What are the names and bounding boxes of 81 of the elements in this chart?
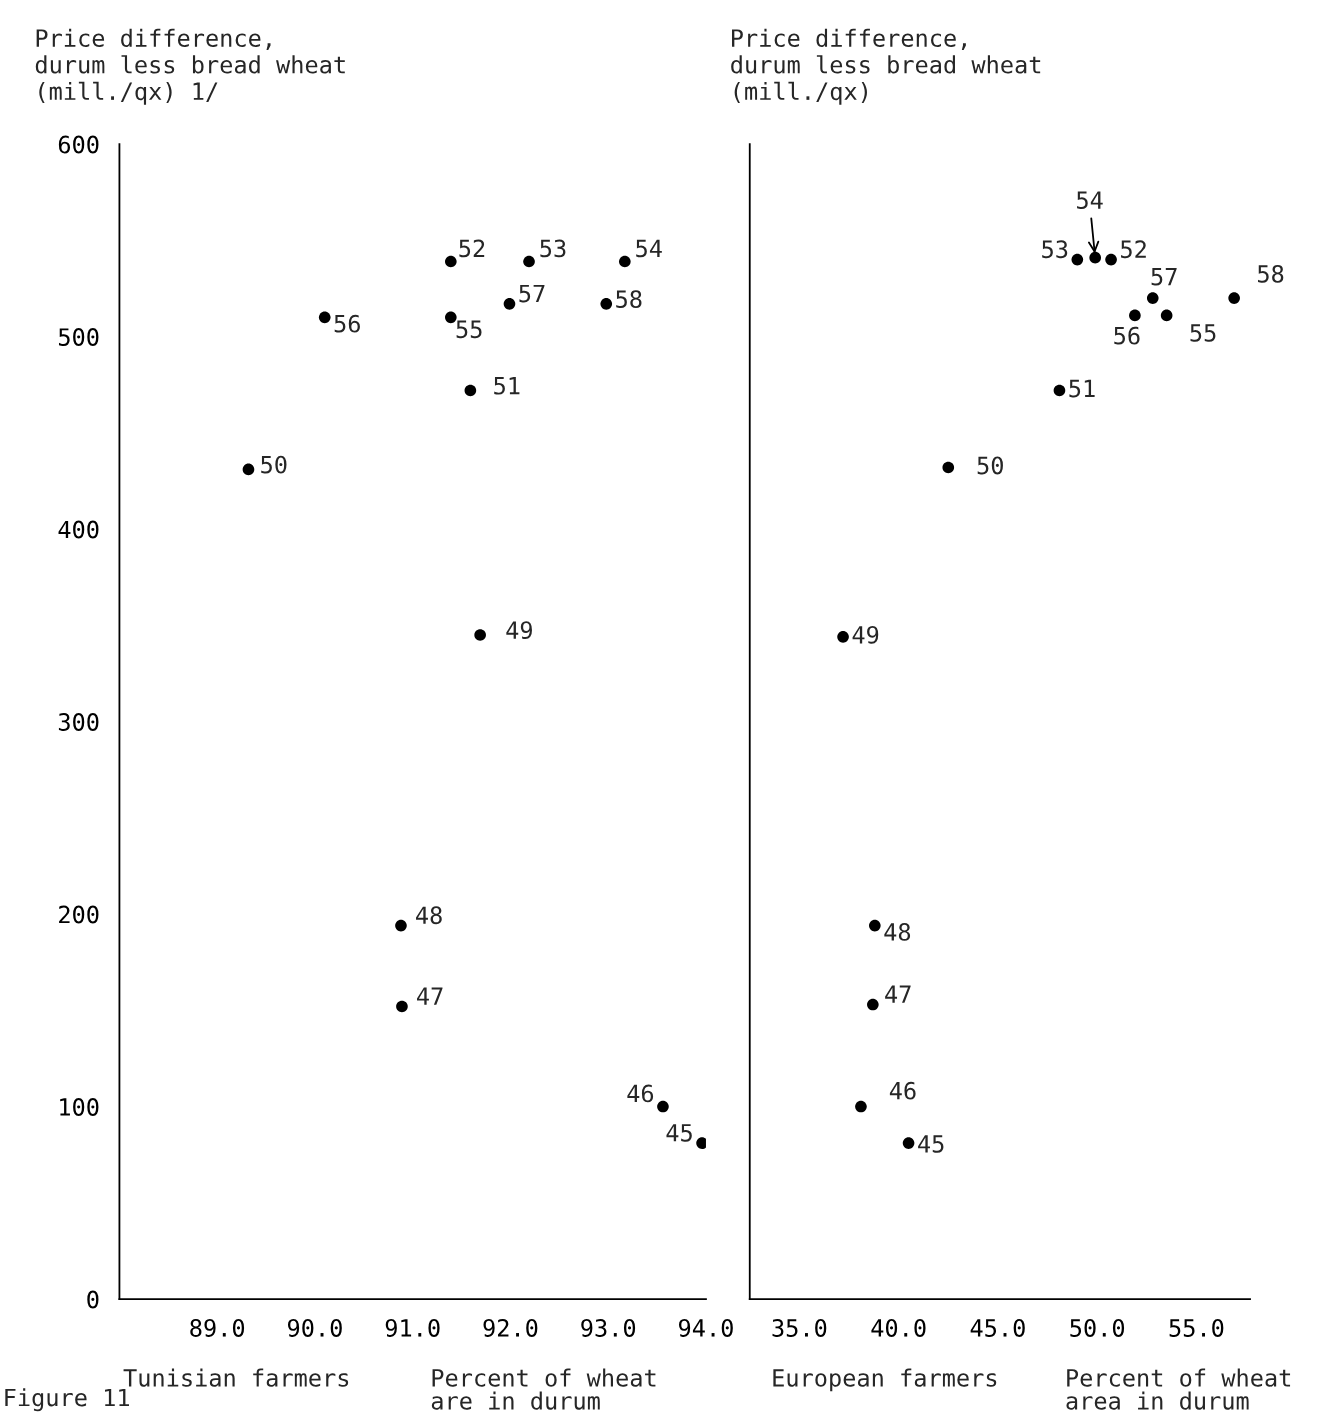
annotation: 51 <box>1069 379 1095 398</box>
point <box>942 461 955 474</box>
x-tick-label: 94.0 <box>679 1319 733 1337</box>
text: European farmers <box>773 1368 997 1392</box>
point <box>696 1137 706 1149</box>
annotation: 52 <box>459 239 485 258</box>
annotation: 46 <box>627 1084 654 1103</box>
point <box>867 998 879 1011</box>
x-tick-label: 45.0 <box>970 1319 1025 1337</box>
point <box>503 298 516 310</box>
annotation: 54 <box>636 239 662 258</box>
annotation: 53 <box>1042 240 1068 259</box>
x-tick-label: 35.0 <box>772 1319 827 1337</box>
point <box>318 311 331 324</box>
y-tick-label: 0 <box>87 1290 99 1309</box>
point <box>1146 292 1159 304</box>
x-tick-label: 40.0 <box>871 1319 926 1337</box>
point <box>619 255 631 268</box>
point <box>657 1100 669 1113</box>
annotation: 49 <box>852 625 879 644</box>
point <box>1105 253 1117 266</box>
y-tick-label: 400 <box>58 520 99 539</box>
point <box>1129 309 1141 322</box>
x-tick-label: 55.0 <box>1169 1319 1224 1337</box>
annotation: 50 <box>977 456 1003 475</box>
annotation: 51 <box>494 377 520 395</box>
x-tick-label: 50.0 <box>1070 1319 1125 1337</box>
y-axis-title: Price difference, durum less bread wheat (mill./qx) <box>731 28 1041 105</box>
y-tick-label: 500 <box>58 328 99 346</box>
annotation: 57 <box>519 284 545 303</box>
point <box>902 1137 915 1149</box>
point <box>445 311 457 324</box>
point <box>242 463 255 476</box>
annotation: 45 <box>918 1135 944 1153</box>
annotation: 57 <box>1151 268 1177 286</box>
point <box>1053 384 1066 397</box>
point <box>1228 292 1240 304</box>
point <box>464 384 477 397</box>
annotation: 47 <box>417 987 443 1005</box>
point <box>396 1000 408 1013</box>
annotation: 46 <box>889 1081 916 1100</box>
point <box>869 919 881 932</box>
annotation: 55 <box>456 320 482 339</box>
annotation: 45 <box>666 1124 692 1142</box>
x-axis-title: Percent of wheat area in durum <box>1066 1368 1291 1410</box>
annotation: 50 <box>261 455 287 474</box>
annotation: 56 <box>1114 326 1140 345</box>
text: Tunisian farmers <box>123 1368 349 1387</box>
annotation: 48 <box>884 922 911 941</box>
point <box>600 298 613 310</box>
annotation: 52 <box>1121 240 1146 259</box>
y-axis-title: Price difference, durum less bread wheat (mill./qx) 1/ <box>35 28 345 105</box>
annotation: 58 <box>616 290 642 308</box>
x-tick-label: 91.0 <box>385 1319 440 1337</box>
point <box>395 919 407 932</box>
x-tick-label: 93.0 <box>581 1319 636 1337</box>
annotation: 53 <box>540 239 566 258</box>
x-tick-label: 89.0 <box>190 1319 245 1337</box>
point <box>474 629 486 641</box>
annotation: 58 <box>1258 264 1284 283</box>
point <box>855 1100 867 1113</box>
annotation: 56 <box>334 314 360 333</box>
y-tick-label: 600 <box>58 135 99 154</box>
y-tick-label: 300 <box>58 713 99 731</box>
x-tick-label: 92.0 <box>483 1319 538 1337</box>
x-tick-label: 90.0 <box>287 1319 342 1337</box>
point <box>1160 309 1173 322</box>
annotation: 47 <box>885 985 911 1003</box>
y-tick-label: 100 <box>60 1098 99 1116</box>
annotation: 49 <box>506 621 532 640</box>
x-axis-title: Percent of wheat are in durum <box>431 1368 656 1410</box>
y-tick-label: 200 <box>59 905 99 924</box>
point <box>523 255 535 268</box>
caption: Figure 11 <box>5 1388 129 1412</box>
point <box>837 631 849 643</box>
point <box>1089 251 1101 264</box>
annotation: 54 <box>1077 191 1103 210</box>
point <box>445 255 457 268</box>
annotation: 55 <box>1190 324 1216 342</box>
annotation: 48 <box>416 906 442 925</box>
point <box>1071 253 1084 266</box>
